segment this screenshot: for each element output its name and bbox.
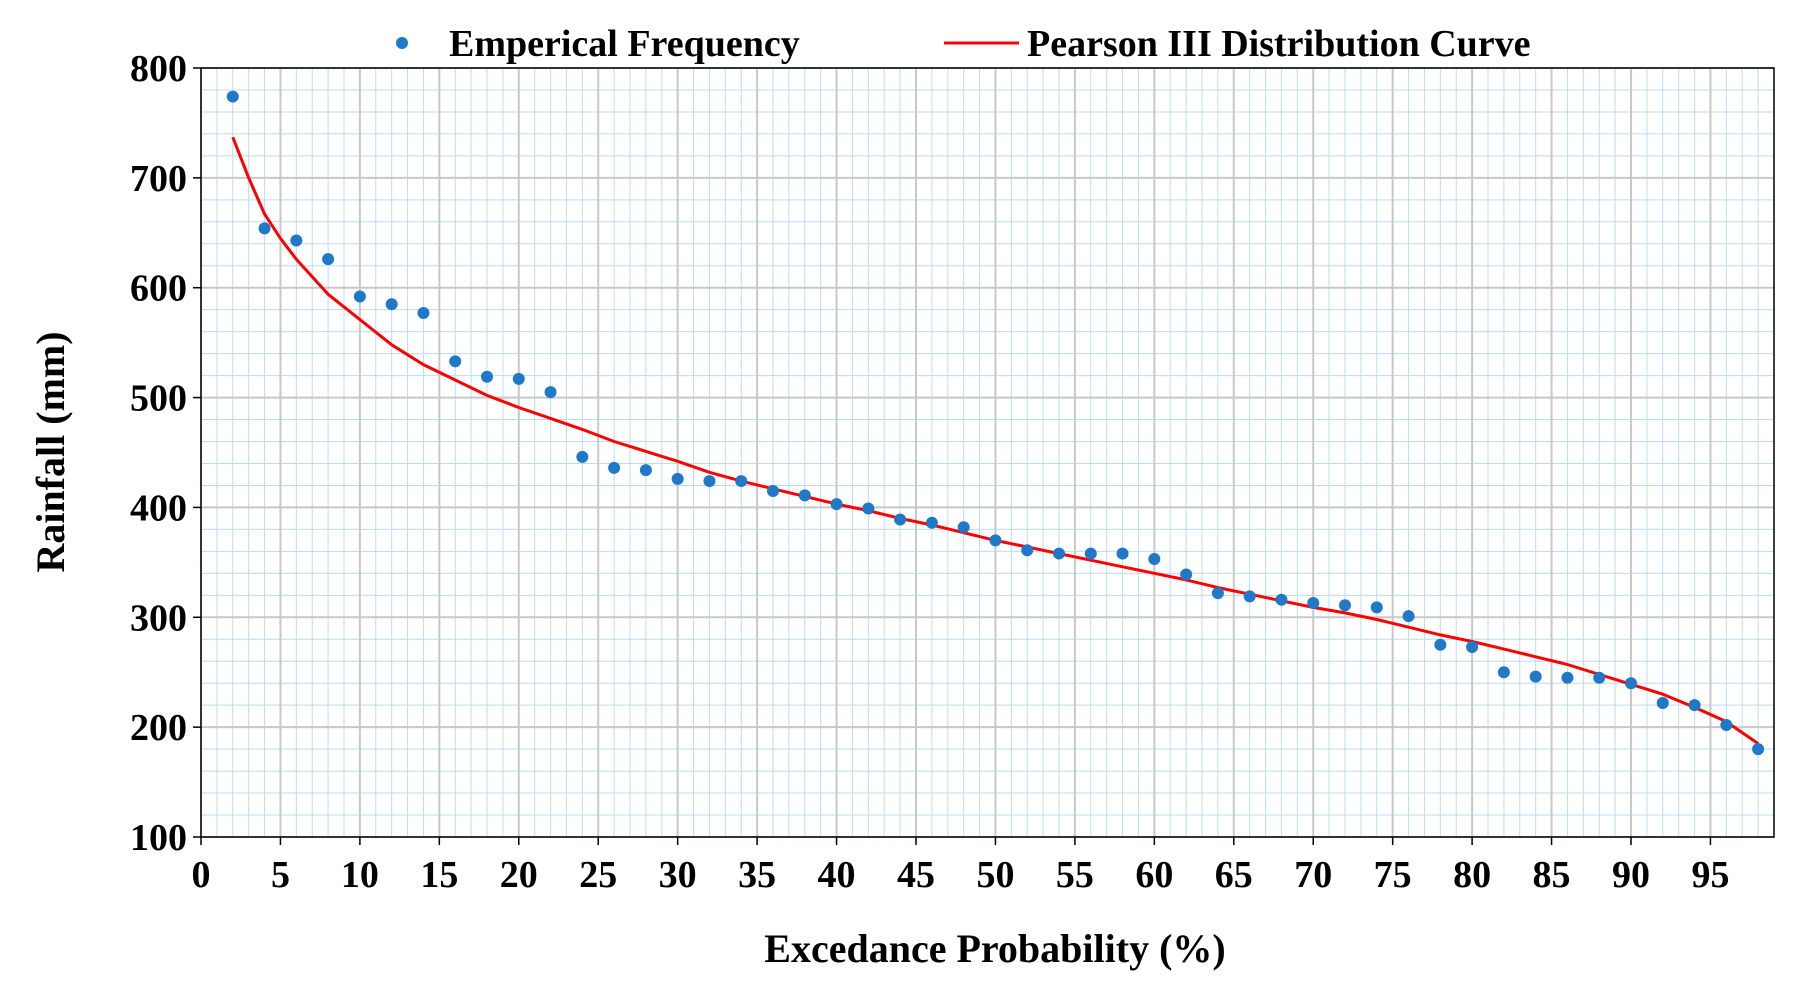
empirical-point [639, 464, 652, 477]
x-tick-label: 80 [1453, 854, 1491, 896]
x-tick-label: 35 [738, 854, 776, 896]
pearson-curve-group [231, 136, 1759, 745]
empirical-point [1053, 547, 1065, 560]
empirical-point [290, 234, 303, 247]
x-tick-label: 85 [1533, 854, 1571, 896]
empirical-point [1116, 547, 1129, 560]
x-tick-label: 70 [1294, 854, 1332, 896]
x-tick-label: 95 [1691, 854, 1729, 896]
x-tick-label: 55 [1056, 854, 1094, 896]
empirical-point [544, 386, 557, 399]
empirical-point [989, 534, 1002, 547]
empirical-point [512, 372, 525, 385]
x-tick-label: 50 [976, 854, 1014, 896]
plot-background [201, 68, 1774, 837]
empirical-point [385, 298, 398, 311]
empirical-point [957, 521, 970, 534]
empirical-point [925, 516, 938, 529]
legend-scatter-marker [396, 37, 408, 49]
x-tick-label: 65 [1215, 854, 1253, 896]
empirical-point [830, 498, 843, 511]
x-tick-label: 45 [897, 854, 935, 896]
minor-gridlines [201, 68, 1775, 837]
legend-scatter-label: Emperical Frequency [449, 23, 800, 65]
plot-frame [200, 67, 1775, 838]
y-axis-title: Rainfall (mm) [28, 331, 73, 572]
y-tick-label: 700 [130, 158, 187, 200]
x-axis-title: Excedance Probability (%) [764, 926, 1225, 971]
empirical-point [1307, 597, 1320, 610]
empirical-point [1529, 670, 1542, 683]
empirical-point [1625, 677, 1637, 690]
empirical-point [449, 355, 462, 368]
empirical-point [735, 475, 748, 488]
x-tick-label: 75 [1374, 854, 1412, 896]
empirical-point [767, 484, 779, 497]
empirical-point [417, 306, 430, 319]
empirical-point [1434, 638, 1447, 651]
y-tick-label: 200 [130, 707, 187, 749]
x-tick-label: 60 [1135, 854, 1173, 896]
x-tick-label: 30 [659, 854, 697, 896]
legend-line-label: Pearson III Distribution Curve [1027, 23, 1531, 65]
empirical-point [1688, 699, 1701, 712]
legend: Emperical Frequency Pearson III Distribu… [396, 23, 1531, 65]
empirical-point [226, 90, 239, 103]
empirical-point [353, 290, 366, 303]
empirical-point [798, 489, 811, 502]
empirical-point [608, 461, 621, 474]
empirical-point [1211, 587, 1224, 600]
x-tick-label: 40 [818, 854, 856, 896]
y-tick-label: 800 [130, 48, 187, 90]
empirical-point [481, 370, 493, 383]
major-gridlines [200, 67, 1774, 838]
x-axis-tick-labels: 0 5 10 15 20 25 30 35 40 45 50 55 60 65 70 75 80 85 90 95 [192, 837, 1729, 896]
pearson-iii-curve [231, 136, 1759, 745]
y-tick-label: 400 [130, 487, 187, 529]
y-tick-label: 300 [130, 597, 187, 639]
y-tick-label: 500 [130, 378, 187, 420]
empirical-point [576, 450, 589, 463]
empirical-point [1339, 599, 1351, 612]
empirical-point [1561, 671, 1574, 684]
x-tick-label: 0 [192, 854, 211, 896]
y-axis-tick-labels: 100 200 300 400 500 600 700 800 [130, 48, 201, 859]
empirical-point [1021, 544, 1034, 557]
empirical-point [1593, 671, 1606, 684]
empirical-point [1370, 601, 1383, 614]
empirical-point [1720, 718, 1733, 731]
x-tick-label: 25 [579, 854, 617, 896]
empirical-point [1148, 553, 1161, 566]
empirical-point [322, 253, 335, 266]
empirical-point [1752, 743, 1765, 756]
empirical-point [862, 502, 875, 515]
empirical-points-group [226, 90, 1765, 756]
x-tick-label: 5 [271, 854, 290, 896]
empirical-point [671, 472, 684, 485]
empirical-point [1466, 640, 1479, 653]
x-tick-label: 20 [500, 854, 538, 896]
y-tick-label: 600 [130, 268, 187, 310]
empirical-point [258, 222, 271, 235]
x-tick-label: 10 [341, 854, 379, 896]
empirical-point [1656, 696, 1669, 709]
empirical-point [1497, 666, 1510, 679]
empirical-point [1243, 590, 1256, 603]
x-tick-label: 90 [1612, 854, 1650, 896]
empirical-point [1275, 593, 1288, 606]
empirical-point [1180, 568, 1193, 581]
x-tick-label: 15 [420, 854, 458, 896]
empirical-point [894, 513, 907, 526]
empirical-point [703, 475, 716, 488]
empirical-point [1402, 610, 1415, 623]
empirical-point [1084, 547, 1097, 560]
y-tick-label: 100 [130, 817, 187, 859]
